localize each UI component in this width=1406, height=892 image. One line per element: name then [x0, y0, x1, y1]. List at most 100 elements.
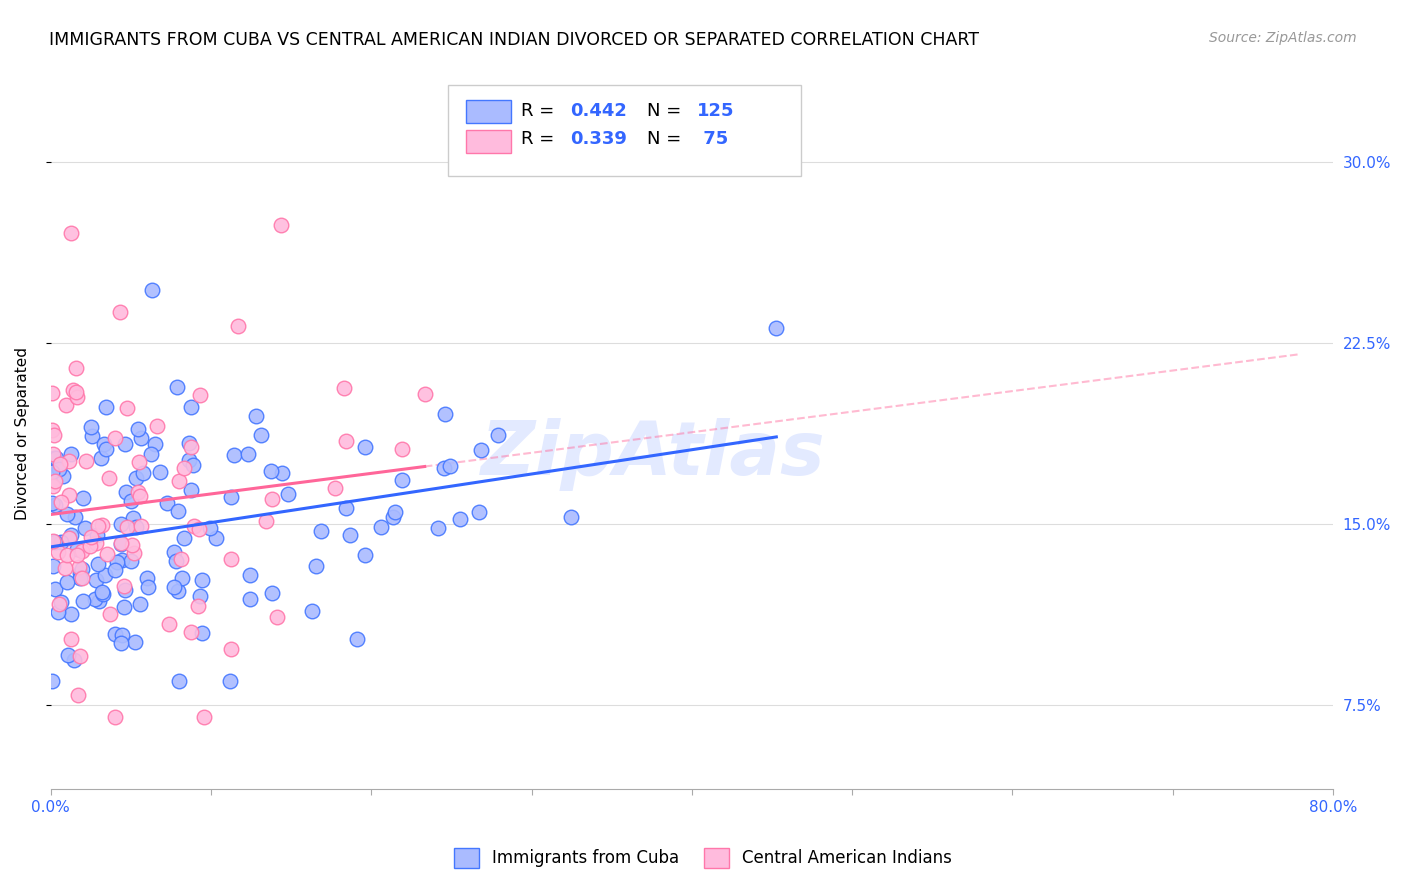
Point	[335, 500, 357, 515]
Point	[91, 518, 114, 533]
Point	[124, 635, 146, 649]
Point	[177, 452, 200, 467]
Point	[104, 563, 127, 577]
Point	[339, 528, 361, 542]
Point	[44, 534, 66, 549]
Point	[59, 528, 82, 542]
Point	[560, 510, 582, 524]
Point	[165, 554, 187, 568]
Point	[136, 572, 159, 586]
Point	[46, 545, 69, 559]
Text: 0.339: 0.339	[569, 130, 627, 148]
Point	[58, 488, 80, 502]
Point	[58, 531, 80, 545]
Point	[69, 571, 91, 585]
Point	[110, 516, 132, 531]
Point	[128, 455, 150, 469]
Point	[104, 710, 127, 724]
Point	[51, 534, 73, 549]
Point	[42, 559, 65, 574]
Point	[80, 419, 103, 434]
Point	[67, 689, 90, 703]
Point	[115, 485, 138, 500]
Point	[91, 587, 114, 601]
Point	[60, 632, 83, 646]
Point	[65, 361, 87, 376]
Point	[370, 520, 392, 534]
Point	[46, 605, 69, 619]
Point	[381, 510, 404, 524]
Point	[127, 485, 149, 500]
Point	[45, 450, 67, 465]
Point	[52, 469, 75, 483]
Point	[236, 447, 259, 461]
Point	[48, 462, 70, 476]
Point	[105, 555, 128, 569]
Point	[110, 636, 132, 650]
Point	[48, 597, 70, 611]
Text: R =: R =	[522, 130, 554, 148]
Point	[75, 453, 97, 467]
Point	[131, 431, 153, 445]
Point	[323, 481, 346, 495]
Point	[86, 528, 108, 542]
Point	[110, 304, 132, 318]
Point	[259, 465, 281, 479]
Point	[66, 548, 89, 562]
Point	[59, 447, 82, 461]
Point	[262, 586, 284, 600]
Point	[120, 494, 142, 508]
Point	[111, 553, 134, 567]
Point	[198, 521, 221, 535]
Point	[104, 432, 127, 446]
Point	[166, 504, 188, 518]
Point	[180, 625, 202, 640]
Point	[433, 407, 456, 421]
Point	[157, 617, 180, 632]
Point	[41, 465, 63, 479]
Point	[129, 597, 152, 611]
Point	[121, 510, 143, 524]
Point	[96, 442, 118, 457]
Point	[449, 512, 471, 526]
Point	[155, 496, 177, 510]
FancyBboxPatch shape	[449, 85, 801, 176]
Point	[180, 440, 202, 454]
Y-axis label: Divorced or Separated: Divorced or Separated	[15, 347, 30, 520]
Point	[48, 458, 70, 472]
Point	[163, 545, 186, 559]
Text: R =: R =	[522, 102, 554, 120]
Point	[353, 440, 375, 454]
Point	[84, 592, 107, 607]
Point	[129, 519, 152, 533]
Point	[173, 461, 195, 475]
Point	[188, 589, 211, 603]
Point	[219, 490, 242, 504]
Point	[90, 584, 112, 599]
Point	[70, 570, 93, 584]
Point	[122, 546, 145, 560]
Point	[96, 547, 118, 561]
Point	[166, 584, 188, 599]
Text: IMMIGRANTS FROM CUBA VS CENTRAL AMERICAN INDIAN DIVORCED OR SEPARATED CORRELATIO: IMMIGRANTS FROM CUBA VS CENTRAL AMERICAN…	[49, 31, 979, 49]
Point	[187, 522, 209, 536]
Point	[124, 471, 146, 485]
Point	[180, 483, 202, 498]
Point	[56, 549, 79, 563]
Text: 125: 125	[697, 102, 734, 120]
Point	[172, 571, 194, 585]
Point	[42, 447, 65, 461]
Point	[69, 566, 91, 580]
Point	[69, 649, 91, 664]
Point	[439, 458, 461, 473]
Point	[58, 454, 80, 468]
Point	[138, 580, 160, 594]
Point	[149, 465, 172, 479]
Point	[224, 448, 246, 462]
Text: Source: ZipAtlas.com: Source: ZipAtlas.com	[1209, 31, 1357, 45]
Point	[63, 509, 86, 524]
Point	[98, 607, 121, 621]
Point	[384, 505, 406, 519]
Point	[66, 542, 89, 557]
Point	[301, 604, 323, 618]
